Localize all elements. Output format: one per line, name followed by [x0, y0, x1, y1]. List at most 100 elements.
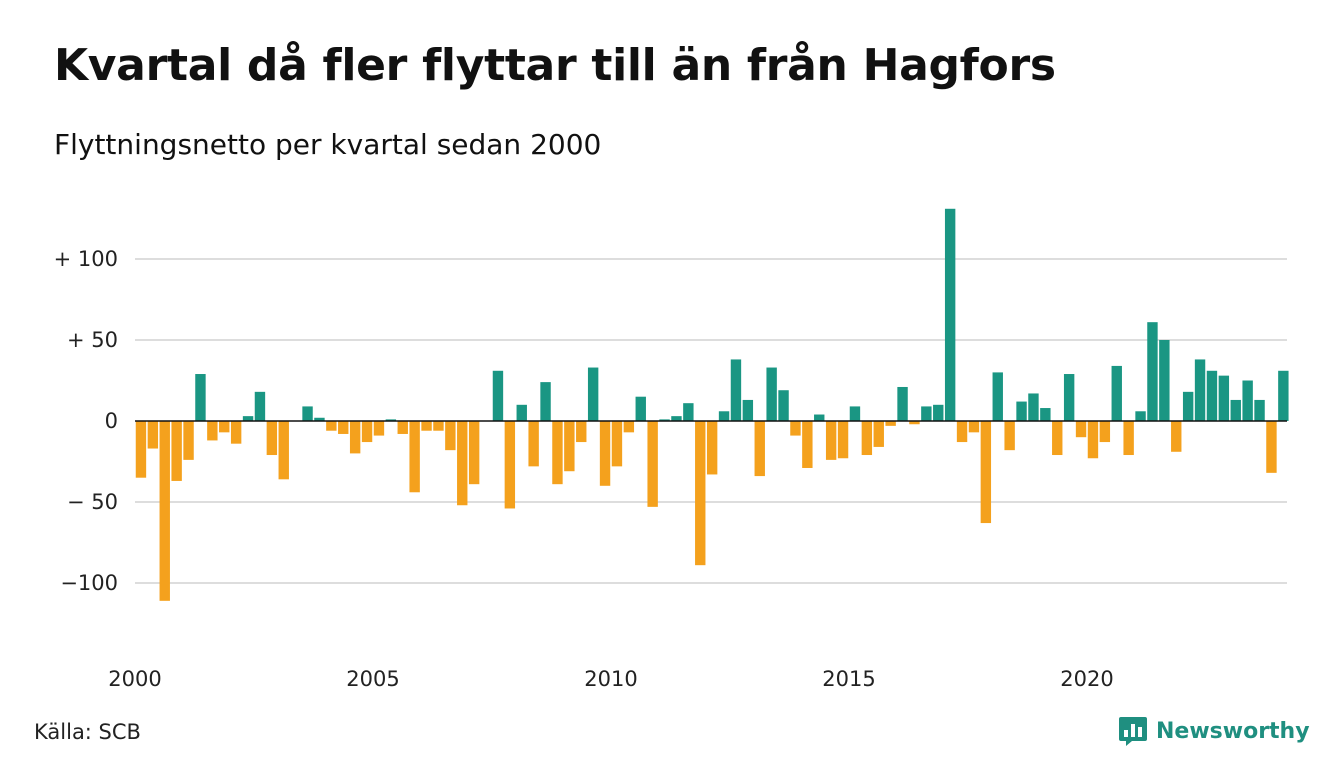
bar: [599, 421, 611, 486]
bar: [195, 374, 206, 421]
bar: [861, 421, 873, 456]
brand-name: Newsworthy: [1156, 718, 1310, 744]
bar: [802, 421, 813, 468]
bar: [445, 421, 456, 451]
bar: [1171, 421, 1182, 452]
y-tick-label: + 50: [67, 328, 118, 352]
bar: [742, 399, 754, 421]
bar: [207, 421, 218, 441]
bar: [921, 406, 932, 421]
bar: [516, 404, 527, 421]
bar: [135, 421, 147, 478]
bar: [433, 421, 444, 431]
bar: [695, 421, 706, 566]
bar: [504, 421, 516, 509]
bar: [611, 421, 623, 467]
bar: [219, 421, 230, 433]
y-tick-label: − 50: [67, 490, 118, 514]
bar: [457, 421, 468, 506]
bar: [159, 421, 170, 601]
bar: [349, 421, 361, 454]
bar: [1266, 421, 1277, 473]
bar: [1063, 374, 1075, 421]
bar: [683, 403, 694, 421]
brand-logo[interactable]: Newsworthy: [1118, 714, 1310, 748]
bar: [171, 421, 182, 481]
bar: [1052, 421, 1063, 456]
bar: [647, 421, 658, 507]
bar: [623, 421, 635, 433]
bar: [1206, 370, 1218, 421]
bar: [587, 367, 599, 421]
bar: [944, 208, 956, 421]
bar: [338, 421, 349, 434]
bar: [1194, 359, 1206, 421]
bar: [540, 382, 551, 421]
bar: [1111, 365, 1122, 421]
x-tick-label: 2005: [346, 667, 399, 691]
bar: [814, 414, 825, 421]
bar: [790, 421, 801, 436]
bar: [1135, 411, 1146, 421]
bar: [1004, 421, 1015, 451]
bar: [1242, 380, 1253, 421]
bar: [1278, 370, 1289, 421]
bar: [397, 421, 408, 434]
bar: [183, 421, 194, 460]
y-tick-label: −100: [60, 571, 118, 595]
bar: [885, 421, 896, 426]
y-axis-labels: + 100 + 50 0 − 50 −100: [54, 247, 118, 595]
bar: [968, 421, 980, 433]
x-tick-label: 2020: [1060, 667, 1113, 691]
bar: [576, 421, 587, 443]
bar: [1254, 399, 1265, 421]
y-tick-label: + 100: [54, 247, 118, 271]
bar: [492, 370, 504, 421]
x-tick-label: 2000: [108, 667, 161, 691]
bar: [147, 421, 159, 449]
chart-title: Kvartal då fler flyttar till än från Hag…: [54, 40, 1056, 91]
bar: [706, 421, 718, 475]
bar: [361, 421, 373, 443]
bar: [373, 421, 385, 436]
bar: [385, 419, 397, 421]
gridlines: [135, 258, 1287, 584]
bar: [302, 406, 313, 421]
x-tick-label: 2015: [822, 667, 875, 691]
bar: [1218, 375, 1230, 421]
bar: [873, 421, 884, 447]
bar: [671, 416, 682, 421]
bar: [897, 386, 908, 421]
bar: [718, 411, 730, 421]
bar: [1147, 322, 1158, 421]
bar: [564, 421, 575, 472]
bar: [766, 367, 777, 421]
bar: [266, 421, 278, 456]
bar: [1016, 401, 1027, 421]
bar: [1075, 421, 1087, 438]
bar: [1230, 399, 1241, 421]
bar: [980, 421, 992, 524]
bar: [421, 421, 432, 431]
chart-subtitle: Flyttningsnetto per kvartal sedan 2000: [54, 128, 602, 161]
bar-chart: + 100 + 50 0 − 50 −100 2000 2005 2010 2015 2020: [54, 208, 1289, 691]
bar: [992, 372, 1003, 421]
bar: [635, 396, 646, 421]
bar: [230, 421, 242, 444]
x-axis-labels: 2000 2005 2010 2015 2020: [108, 667, 1113, 691]
bar: [1159, 340, 1170, 421]
bar: [659, 419, 670, 421]
bar: [837, 421, 849, 459]
bar: [552, 421, 563, 485]
newsworthy-logo-icon: [1119, 717, 1147, 746]
bar: [778, 390, 789, 421]
bar: [1099, 421, 1111, 443]
bars: [135, 208, 1289, 601]
bar: [730, 359, 742, 421]
bar: [754, 421, 765, 477]
bar: [909, 421, 920, 425]
x-tick-label: 2010: [584, 667, 637, 691]
bar: [1123, 421, 1134, 456]
y-tick-label: 0: [105, 409, 118, 433]
bar: [409, 421, 420, 493]
